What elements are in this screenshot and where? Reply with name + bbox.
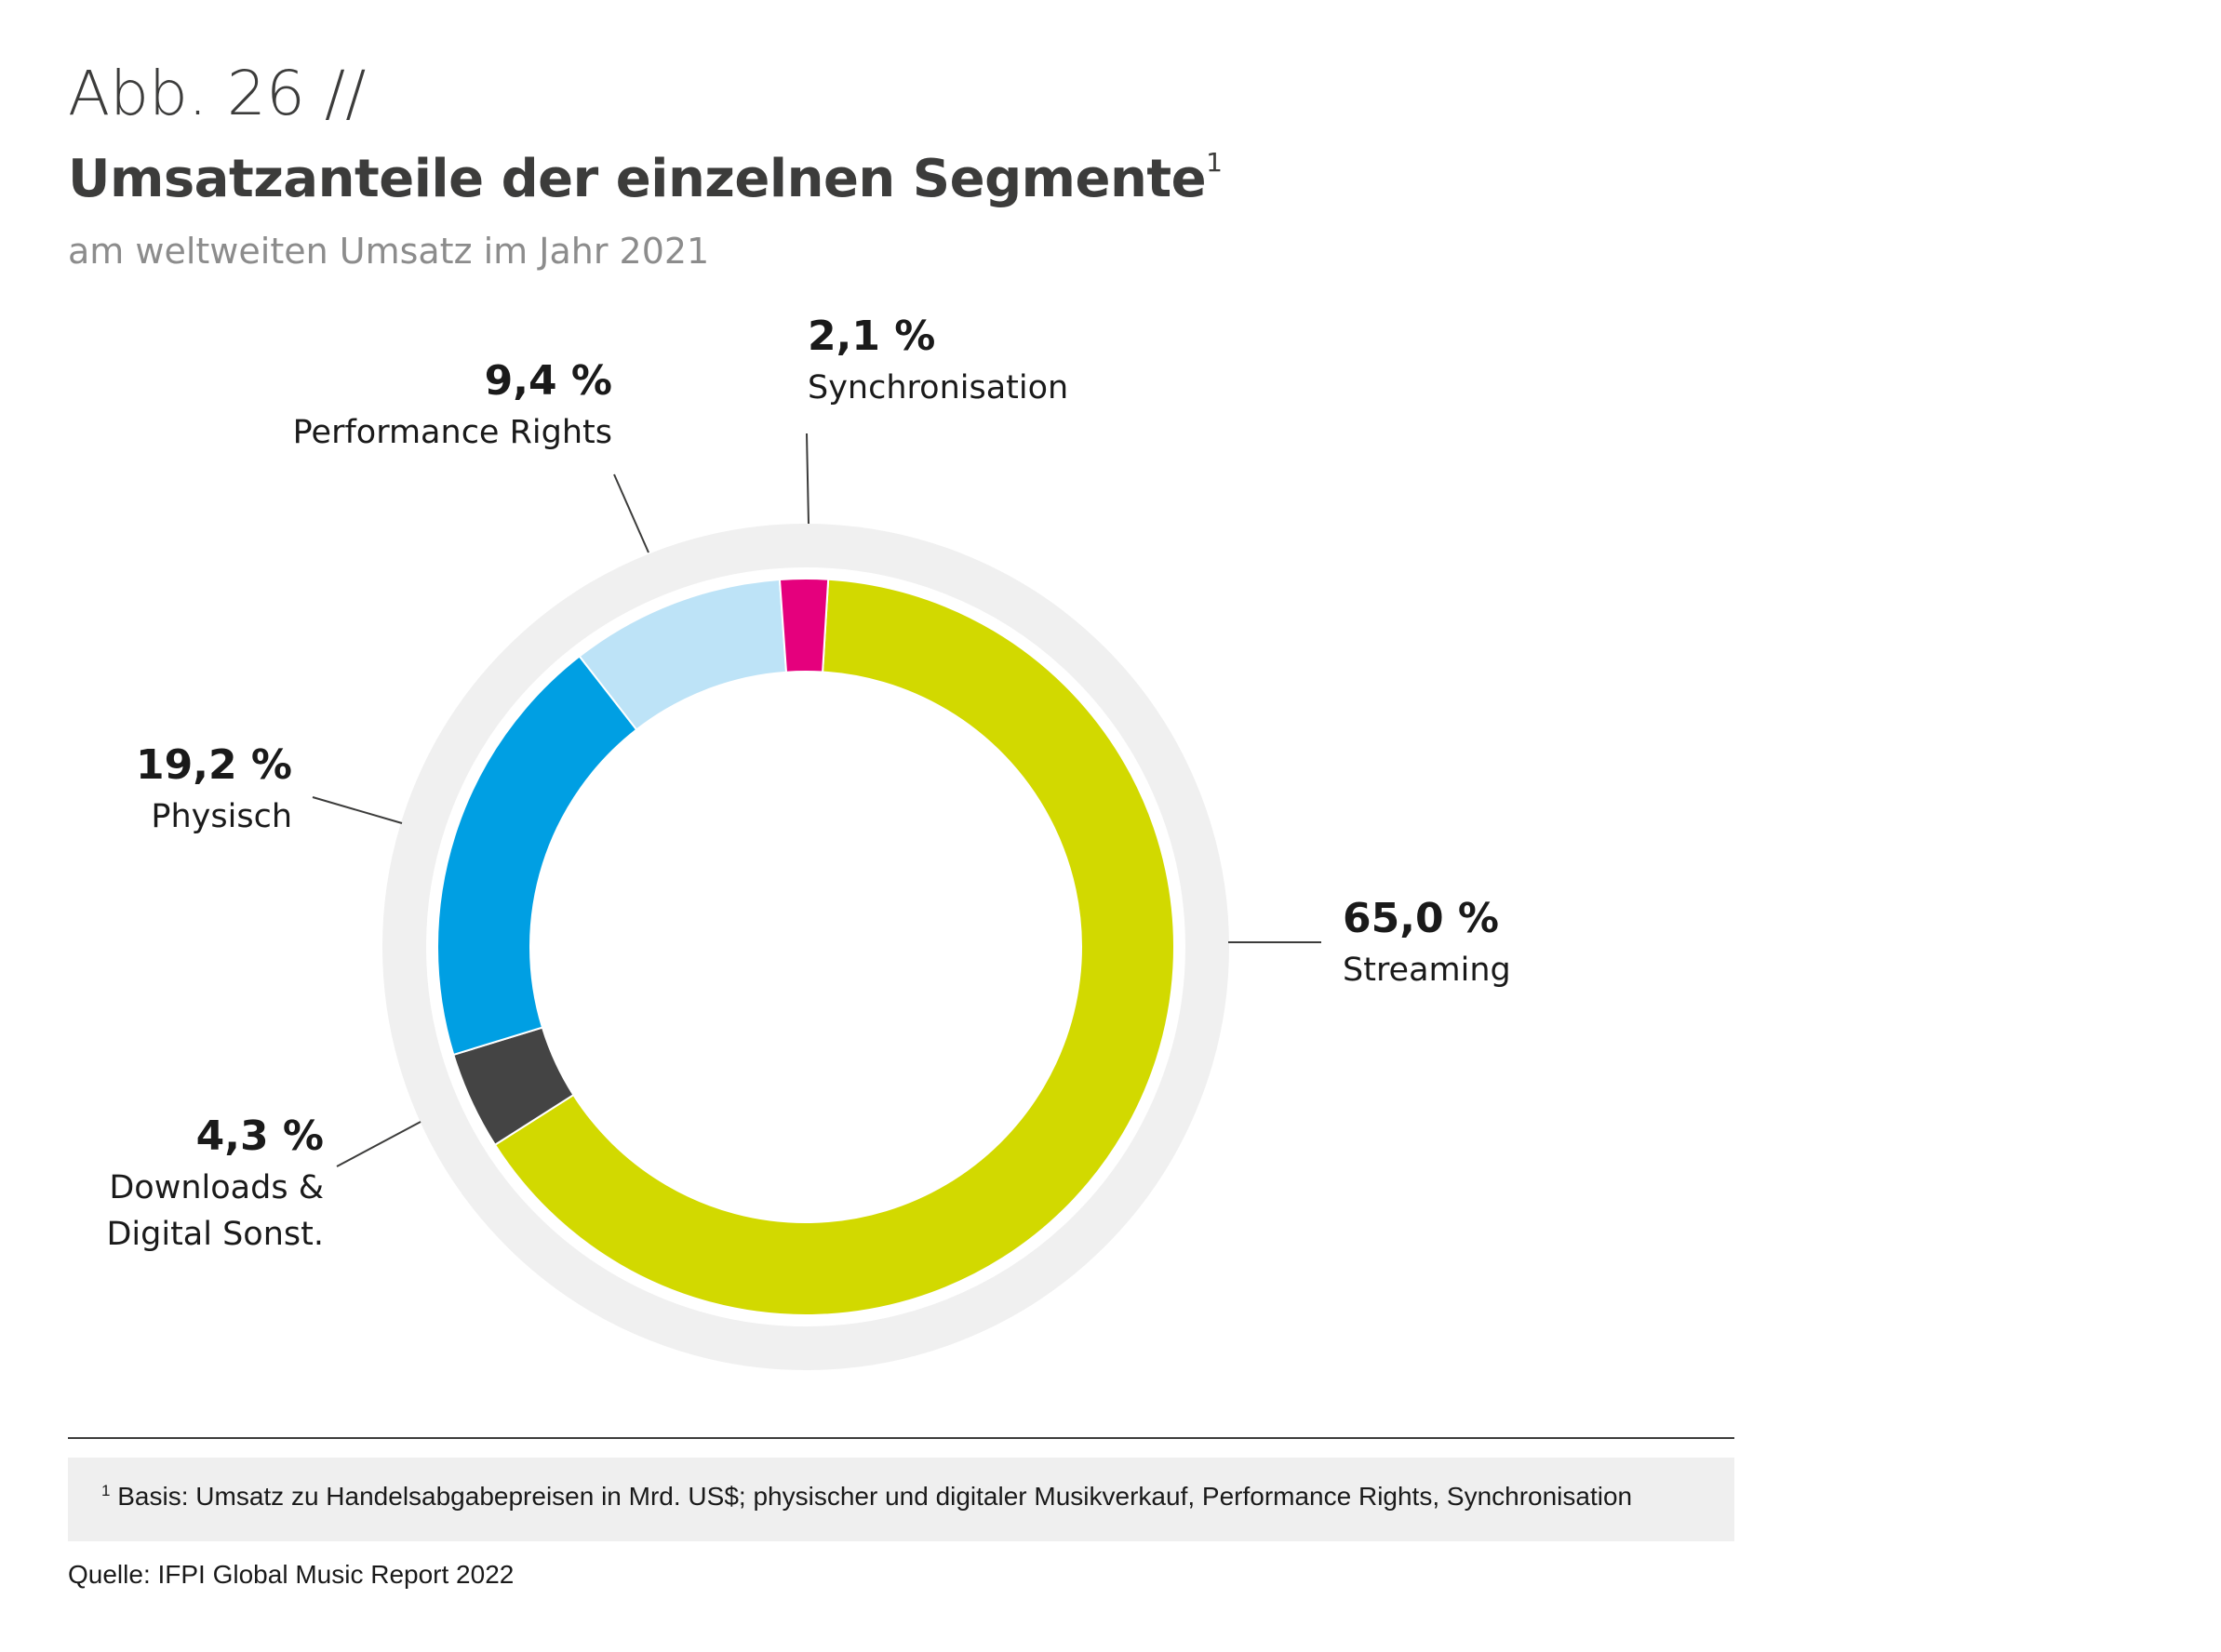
footer-divider [68,1437,1734,1439]
donut-slice-synchronisation [778,578,830,673]
leader-line-performance-rights [613,473,649,553]
donut-background-ring [382,524,1229,1370]
value-label-physisch: 19,2 % [136,741,292,789]
figure-number: Abb. 26 // [68,58,367,129]
chart-subtitle: am weltweiten Umsatz im Jahr 2021 [68,231,710,272]
donut-slice-streaming [493,578,1175,1316]
category-label-downloads-digital-sonst-line2: Digital Sonst. [106,1216,324,1253]
title-footnote-mark: 1 [1206,147,1223,178]
footnote-box: 1 Basis: Umsatz zu Handelsabgabepreisen … [68,1458,1734,1541]
category-label-downloads-digital-sonst: Downloads & [109,1169,324,1206]
footnote-text: Basis: Umsatz zu Handelsabgabepreisen in… [117,1482,1633,1511]
footnote-mark: 1 [101,1482,111,1499]
category-label-physisch: Physisch [151,798,292,835]
value-label-downloads-digital-sonst: 4,3 % [196,1112,324,1160]
category-label-streaming: Streaming [1343,952,1511,989]
donut-labels: 65,0 % Streaming 4,3 % Downloads & Digital S… [106,313,1510,1253]
source-note: Quelle: IFPI Global Music Report 2022 [68,1560,515,1589]
donut-chart: 65,0 % Streaming 4,3 % Downloads & Digital S… [106,313,1511,1370]
chart-title: Umsatzanteile der einzelnen Segmente1 [68,147,1223,209]
donut-slices [436,578,1175,1316]
value-label-synchronisation: 2,1 % [808,313,935,360]
category-label-synchronisation: Synchronisation [808,369,1068,406]
leader-line-downloads-digital-sonst [336,1121,421,1167]
leader-line-synchronisation [806,433,809,525]
footnote: 1 Basis: Umsatz zu Handelsabgabepreisen … [101,1482,1632,1512]
leader-line-physisch [312,796,403,824]
category-label-performance-rights: Performance Rights [293,414,612,451]
value-label-streaming: 65,0 % [1343,895,1499,942]
chart-title-text: Umsatzanteile der einzelnen Segmente [68,149,1207,209]
value-label-performance-rights: 9,4 % [485,357,612,405]
donut-outer-ring [382,524,1229,1370]
